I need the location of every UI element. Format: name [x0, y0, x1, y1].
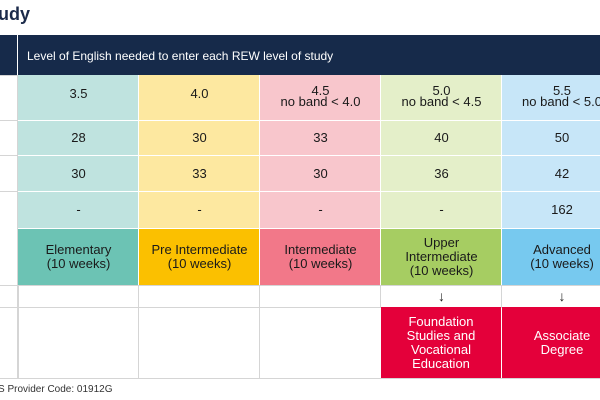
- level-name: Intermediate: [284, 241, 357, 257]
- score-row-2: 33: [313, 130, 328, 145]
- level-advanced: Advanced (10 weeks): [502, 228, 600, 285]
- column-divider: [380, 75, 381, 285]
- table-header: [0, 35, 600, 75]
- column-divider: [501, 75, 502, 285]
- level-duration: (10 weeks): [530, 255, 594, 271]
- row-divider: [0, 120, 600, 121]
- score-row-3: 33: [192, 165, 207, 181]
- score-row-2: 50: [554, 130, 570, 145]
- ielts-note: no band < 4.0: [280, 94, 361, 109]
- score-row-4: -: [318, 202, 323, 217]
- row-divider: [0, 191, 600, 192]
- ielts-score: 3.5: [69, 86, 88, 101]
- ielts-note: no band < 4.5: [401, 94, 482, 109]
- score-row-4: -: [76, 202, 81, 217]
- column-pre-intermediate: [139, 75, 260, 228]
- pathway-foundation-studies: Foundation Studies and Vocational Educat…: [381, 307, 501, 378]
- level-pre-intermediate: Pre Intermediate (10 weeks): [139, 228, 260, 285]
- column-upper-intermediate: [381, 75, 502, 228]
- header-divider: [17, 35, 18, 75]
- pathway-label: Associate Degree: [533, 327, 591, 357]
- column-divider: [259, 285, 260, 378]
- pathway-label: Foundation Studies and Vocational Educat…: [406, 313, 476, 371]
- ielts-note: no band < 5.0: [522, 94, 600, 109]
- score-row-2: 28: [71, 130, 86, 145]
- row-divider: [0, 378, 600, 379]
- score-row-3: 30: [71, 165, 86, 181]
- level-duration: (10 weeks): [46, 255, 111, 271]
- row-divider: [0, 228, 600, 229]
- table-header-text: Level of English needed to enter each RE…: [27, 49, 334, 63]
- level-elementary: Elementary (10 weeks): [18, 228, 139, 285]
- column-advanced: [502, 75, 600, 228]
- divider: [0, 75, 18, 76]
- page-title: udy: [0, 4, 31, 24]
- column-divider: [138, 285, 139, 378]
- row-divider: [0, 155, 600, 156]
- ielts-score: 5.0: [432, 83, 451, 98]
- level-name: Elementary: [45, 241, 112, 257]
- score-row-2: 30: [192, 130, 207, 145]
- level-duration: (10 weeks): [288, 255, 353, 271]
- row-divider: [0, 155, 18, 156]
- level-upper-intermediate: Upper Intermediate (10 weeks): [381, 228, 502, 285]
- column-divider: [380, 285, 381, 307]
- score-row-4: -: [197, 202, 202, 217]
- level-name: Advanced: [533, 241, 591, 257]
- level-duration: (10 weeks): [167, 255, 232, 271]
- level-intermediate: Intermediate (10 weeks): [260, 228, 381, 285]
- column-elementary: [18, 75, 139, 228]
- score-row-4: -: [439, 202, 444, 217]
- level-duration: (10 weeks): [409, 262, 474, 278]
- level-name: Upper Intermediate: [405, 234, 478, 264]
- row-divider: [0, 307, 600, 308]
- column-divider: [501, 285, 502, 307]
- pathway-associate-degree: Associate Degree: [502, 307, 600, 378]
- score-row-2: 40: [434, 130, 449, 145]
- level-name: Pre Intermediate: [151, 241, 248, 257]
- column-divider: [138, 75, 139, 285]
- arrow-down-icon: ↓: [438, 288, 445, 304]
- row-divider: [0, 120, 18, 121]
- score-row-3: 30: [313, 165, 328, 181]
- score-row-4: 162: [551, 202, 573, 217]
- row-divider: [0, 285, 600, 286]
- column-intermediate: [260, 75, 381, 228]
- column-divider: [17, 75, 18, 378]
- row-divider: [0, 191, 18, 192]
- arrow-down-icon: ↓: [558, 288, 566, 304]
- column-divider: [259, 75, 260, 285]
- column-divider: [18, 285, 19, 378]
- ielts-score: 5.5: [552, 83, 572, 98]
- score-row-3: 36: [434, 165, 449, 181]
- provider-code: S Provider Code: 01912G: [0, 384, 113, 395]
- score-row-3: 42: [554, 165, 570, 181]
- ielts-score: 4.0: [190, 86, 209, 101]
- ielts-score: 4.5: [311, 83, 330, 98]
